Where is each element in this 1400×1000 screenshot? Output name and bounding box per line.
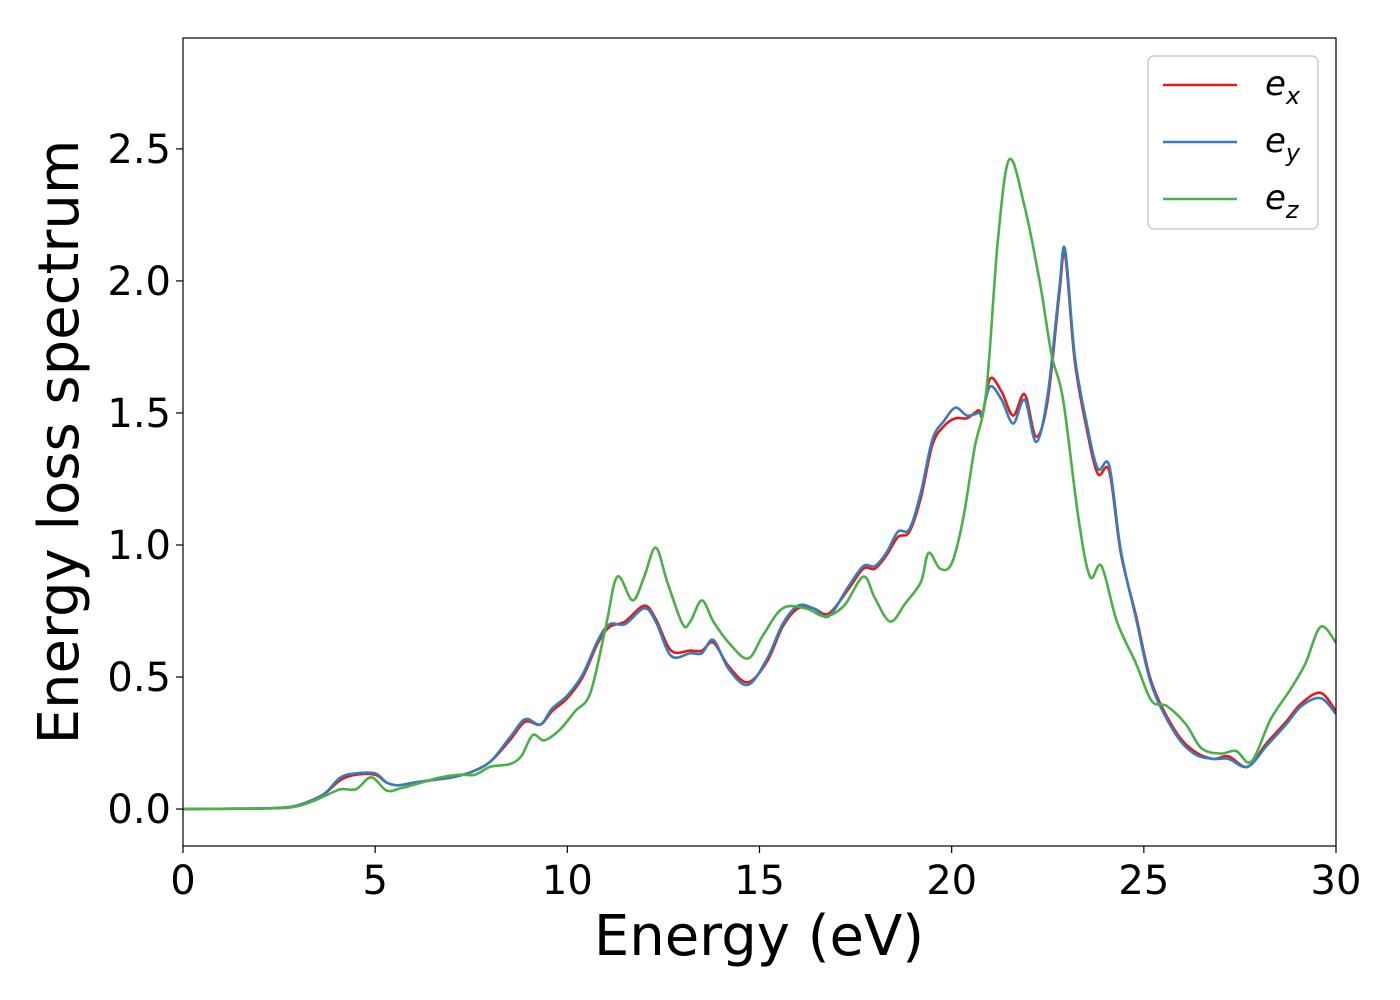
legend-label-subscript: x bbox=[1285, 82, 1301, 110]
legend-item-e-x: ex bbox=[1163, 64, 1301, 110]
x-tick-label: 30 bbox=[1311, 858, 1362, 904]
x-axis-ticks: 0 5 10 15 20 25 30 bbox=[170, 846, 1361, 904]
series-line-e-y bbox=[183, 245, 1336, 811]
legend-item-e-y: ey bbox=[1163, 121, 1301, 167]
y-tick-label: 1.0 bbox=[107, 523, 171, 569]
x-tick-label: 25 bbox=[1118, 858, 1169, 904]
legend-label-main: e bbox=[1265, 64, 1286, 104]
x-tick-label: 0 bbox=[170, 858, 195, 904]
legend-label: ez bbox=[1265, 178, 1300, 224]
x-axis-title: Energy (eV) bbox=[594, 904, 924, 969]
series-line-e-z bbox=[183, 157, 1336, 811]
legend-label-subscript: z bbox=[1285, 196, 1300, 224]
y-axis-title: Energy loss spectrum bbox=[27, 140, 92, 745]
x-tick-label: 5 bbox=[362, 858, 387, 904]
y-tick-label: 2.5 bbox=[107, 127, 171, 173]
x-tick-label: 10 bbox=[542, 858, 593, 904]
y-tick-label: 2.0 bbox=[107, 259, 171, 305]
x-tick-label: 15 bbox=[734, 858, 785, 904]
legend-label: ex bbox=[1265, 64, 1301, 110]
legend-label-main: e bbox=[1265, 178, 1286, 218]
series-layer bbox=[183, 157, 1336, 811]
y-tick-label: 0.5 bbox=[107, 655, 171, 701]
y-axis-ticks: 0.0 0.5 1.0 1.5 2.0 2.5 bbox=[107, 127, 183, 833]
legend-item-e-z: ez bbox=[1163, 178, 1300, 224]
legend-label: ey bbox=[1265, 121, 1301, 167]
y-tick-label: 0.0 bbox=[107, 787, 171, 833]
legend-label-main: e bbox=[1265, 121, 1286, 161]
y-tick-label: 1.5 bbox=[107, 391, 171, 437]
x-tick-label: 20 bbox=[926, 858, 977, 904]
legend-label-subscript: y bbox=[1285, 139, 1301, 167]
